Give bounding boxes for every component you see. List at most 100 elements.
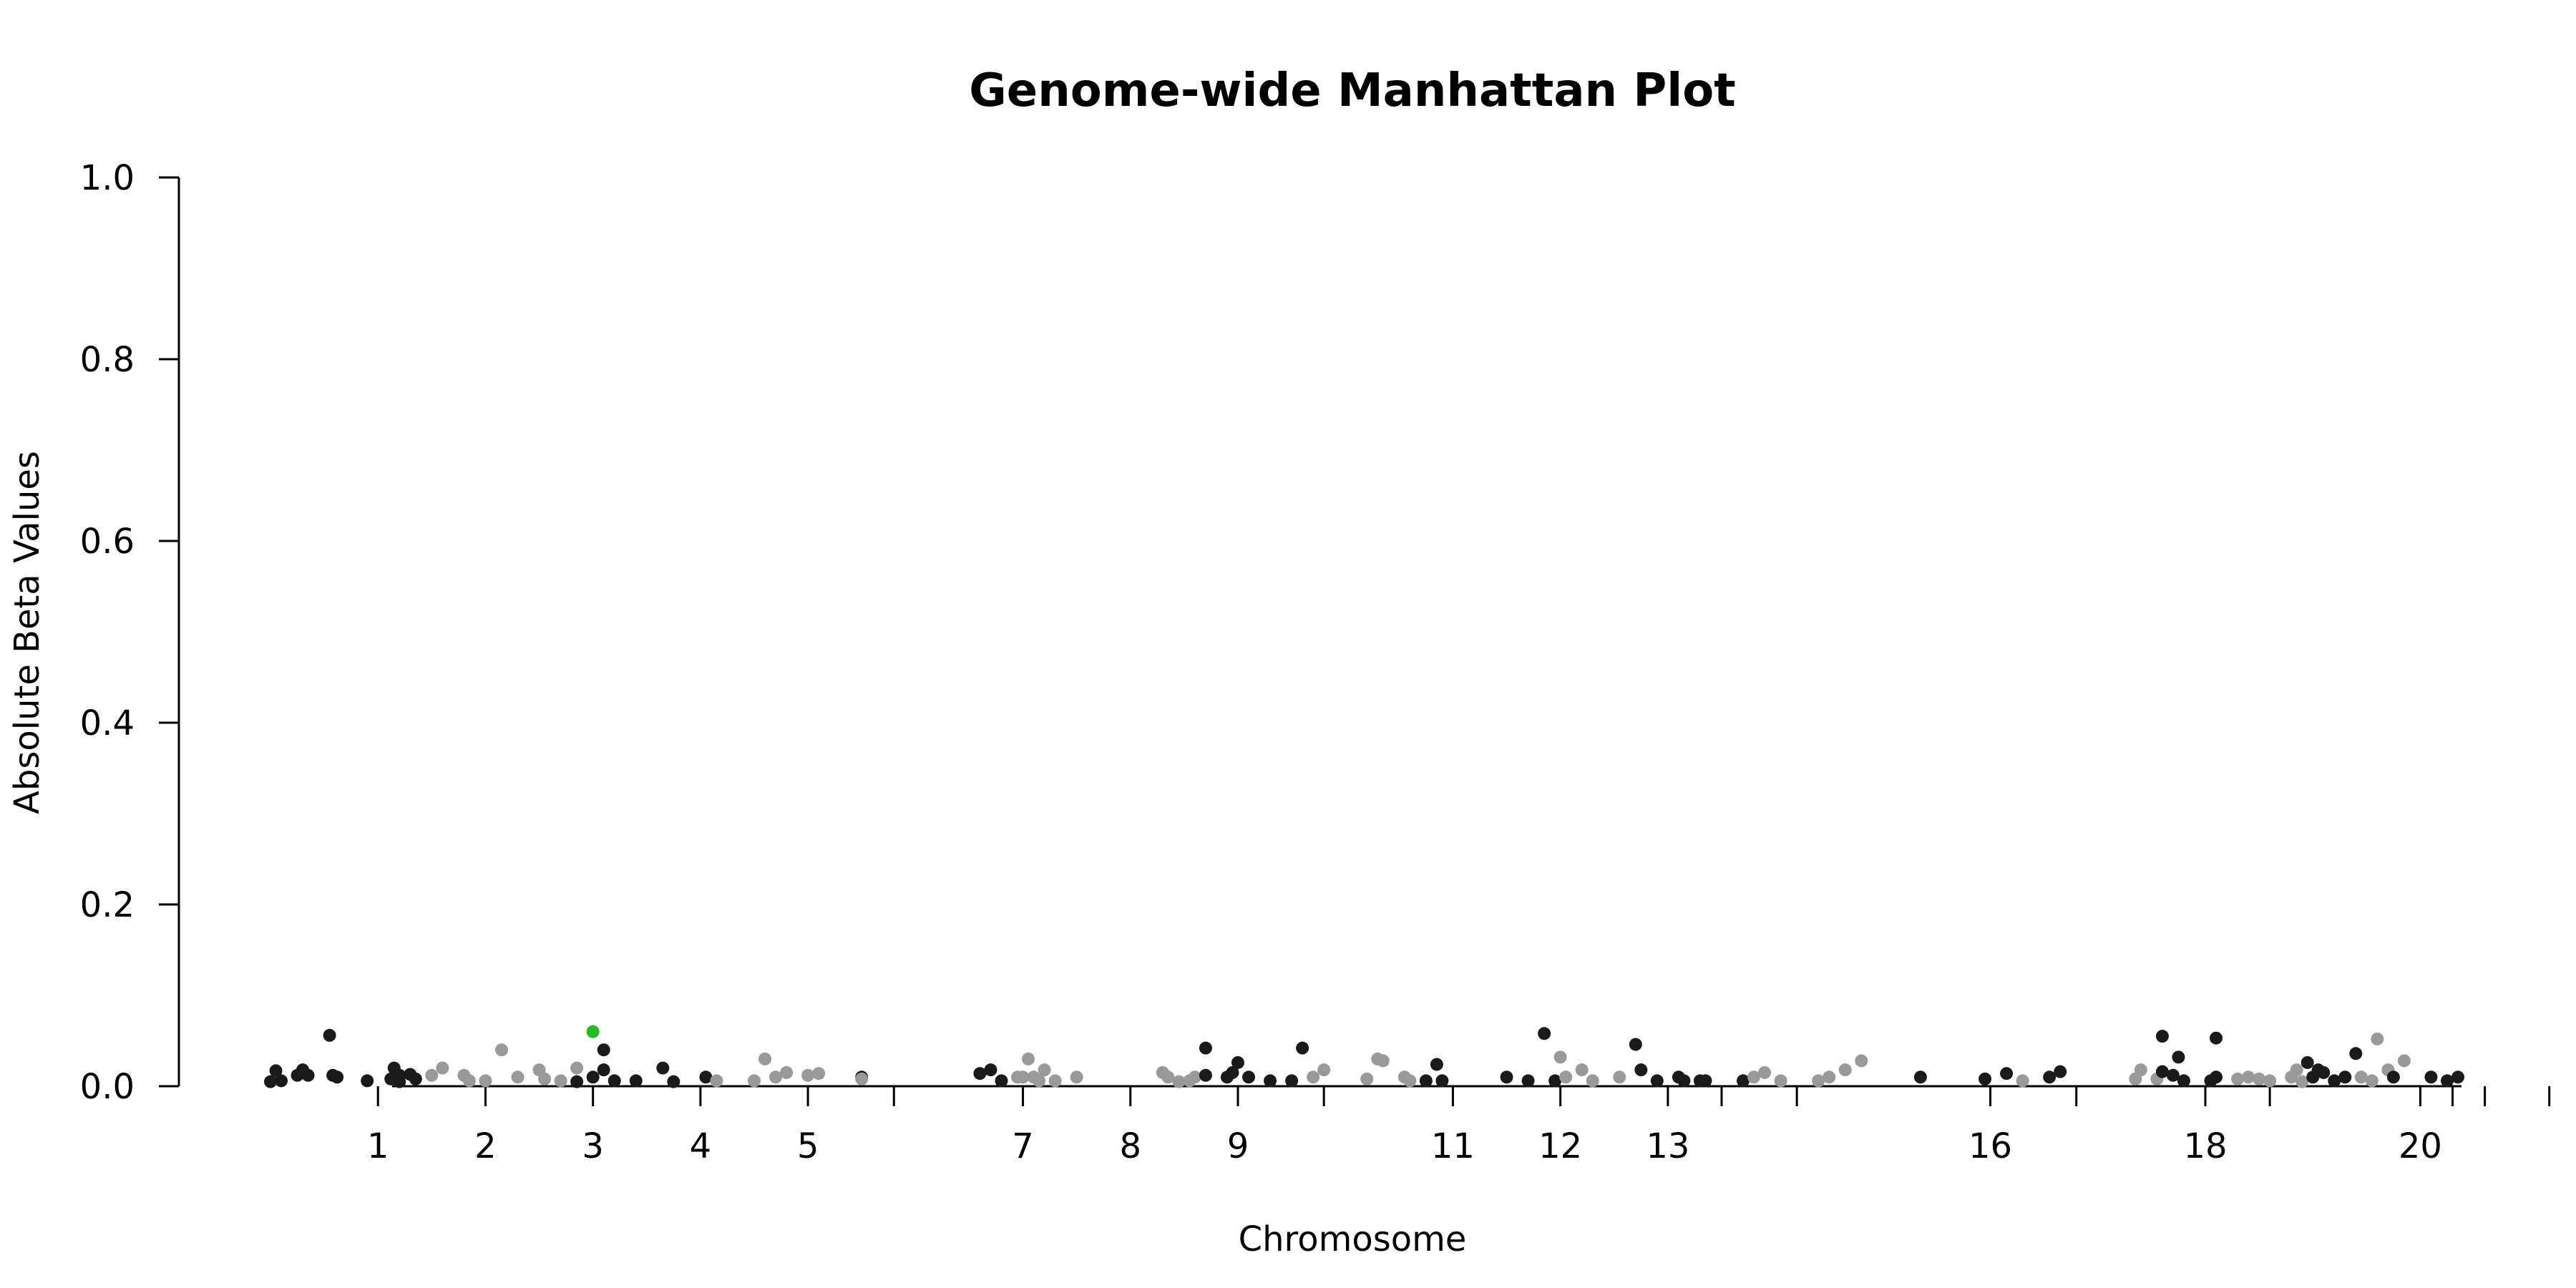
data-point — [1226, 1065, 1239, 1079]
data-point — [494, 1043, 508, 1057]
data-point — [1231, 1055, 1244, 1069]
data-point — [1161, 1070, 1175, 1084]
data-point — [2054, 1065, 2067, 1078]
data-point — [331, 1070, 344, 1084]
data-point — [554, 1074, 567, 1088]
y-tick-label: 0.0 — [80, 1067, 135, 1107]
data-point — [769, 1070, 783, 1084]
data-point — [1650, 1074, 1664, 1088]
x-tick-label: 18 — [2183, 1126, 2227, 1166]
data-point — [511, 1070, 525, 1084]
x-tick-label: 11 — [1431, 1126, 1475, 1166]
data-point — [1376, 1054, 1390, 1068]
data-point — [1172, 1075, 1186, 1088]
data-point — [1538, 1027, 1551, 1040]
y-axis-label: Absolute Beta Values — [7, 451, 47, 814]
data-point — [629, 1074, 643, 1088]
data-point — [1435, 1074, 1449, 1088]
data-point — [2440, 1074, 2454, 1088]
data-point — [2155, 1030, 2169, 1043]
x-tick-label: 7 — [1012, 1126, 1034, 1166]
highlighted-point — [586, 1025, 600, 1038]
x-tick-label: 5 — [797, 1126, 819, 1166]
data-point — [1634, 1063, 1648, 1077]
data-point — [597, 1063, 610, 1077]
data-point — [462, 1074, 476, 1088]
data-point — [436, 1061, 449, 1075]
x-tick-label: 16 — [1968, 1126, 2012, 1166]
data-point — [1613, 1070, 1626, 1084]
data-point — [597, 1043, 610, 1057]
data-point — [1285, 1074, 1299, 1088]
data-point — [2296, 1075, 2309, 1088]
data-point — [1855, 1054, 1868, 1068]
data-point — [264, 1075, 277, 1088]
data-point — [2043, 1070, 2057, 1084]
x-tick-label: 9 — [1227, 1126, 1249, 1166]
x-axis-label: Chromosome — [1239, 1219, 1467, 1259]
data-point — [301, 1068, 315, 1082]
data-point — [801, 1068, 815, 1082]
data-point — [747, 1074, 761, 1088]
data-point — [1699, 1074, 1712, 1088]
data-point — [393, 1075, 406, 1088]
data-point — [2371, 1032, 2384, 1045]
data-point — [1553, 1050, 1567, 1064]
data-point — [1575, 1063, 1589, 1077]
data-point — [2242, 1070, 2255, 1084]
data-point — [2231, 1072, 2245, 1085]
data-point — [2301, 1055, 2314, 1069]
data-point — [2166, 1068, 2180, 1082]
x-tick-label: 20 — [2399, 1126, 2442, 1166]
data-point — [538, 1072, 552, 1085]
y-tick-label: 0.6 — [80, 522, 135, 562]
data-point — [2155, 1065, 2169, 1078]
data-point — [570, 1075, 584, 1088]
data-point — [275, 1074, 288, 1088]
data-point — [2328, 1074, 2341, 1088]
data-point — [479, 1074, 492, 1088]
x-tick-label: 13 — [1646, 1126, 1689, 1166]
data-point — [2253, 1072, 2266, 1085]
data-point — [1500, 1070, 1513, 1084]
x-axis: 1 2 3 4 5 7 8 9 11 12 13 16 18 20 — [367, 1085, 2551, 1166]
data-point — [1242, 1070, 1256, 1084]
data-point — [1360, 1072, 1374, 1085]
data-point — [699, 1070, 713, 1084]
y-axis: 0.0 0.2 0.4 0.6 0.8 1.0 — [80, 158, 180, 1107]
data-point — [2290, 1063, 2303, 1077]
data-point — [570, 1061, 584, 1075]
data-point — [2134, 1063, 2147, 1077]
data-point — [2177, 1074, 2190, 1088]
data-point — [1979, 1072, 1992, 1085]
data-point — [812, 1067, 826, 1080]
data-point — [2349, 1047, 2363, 1060]
data-point — [1838, 1063, 1852, 1077]
data-point — [269, 1064, 283, 1078]
data-point — [2204, 1074, 2218, 1088]
data-point — [656, 1061, 670, 1075]
data-point — [2016, 1074, 2029, 1088]
data-point — [855, 1072, 869, 1085]
data-point — [2263, 1074, 2277, 1088]
data-point — [2338, 1070, 2352, 1084]
data-point — [1548, 1074, 1562, 1088]
data-point — [995, 1074, 1008, 1088]
data-point — [2424, 1070, 2438, 1084]
data-point — [758, 1052, 772, 1065]
data-point — [1677, 1074, 1691, 1088]
data-point — [2354, 1070, 2368, 1084]
data-point — [1430, 1058, 1443, 1071]
x-tick-label: 4 — [690, 1126, 712, 1166]
data-point — [1199, 1068, 1212, 1082]
data-point — [1913, 1070, 1927, 1084]
data-point — [1559, 1070, 1573, 1084]
data-point — [1070, 1070, 1083, 1084]
y-tick-label: 0.2 — [80, 885, 135, 925]
data-point — [1629, 1038, 1642, 1051]
data-point — [710, 1074, 723, 1088]
data-point — [361, 1074, 374, 1088]
data-point — [1317, 1063, 1331, 1077]
data-point — [2000, 1067, 2014, 1080]
